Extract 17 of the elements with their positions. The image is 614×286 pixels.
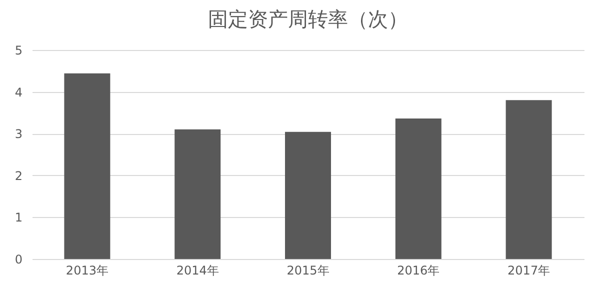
bar xyxy=(506,100,552,259)
bar xyxy=(395,118,442,259)
bar xyxy=(64,73,110,259)
bar xyxy=(174,129,221,259)
y-tick-label: 1 xyxy=(14,210,22,225)
x-tick-label: 2017年 xyxy=(508,264,550,278)
chart-title: 固定资产周转率（次） xyxy=(208,7,408,31)
x-tick-label: 2013年 xyxy=(66,264,108,278)
y-tick-label: 5 xyxy=(14,44,22,58)
y-tick-label: 4 xyxy=(14,85,22,100)
x-tick-label: 2015年 xyxy=(286,264,330,278)
y-tick-label: 2 xyxy=(14,168,22,183)
bar xyxy=(285,132,331,259)
y-tick-label: 3 xyxy=(14,127,22,142)
x-tick-label: 2016年 xyxy=(397,264,440,278)
y-tick-label: 0 xyxy=(14,252,22,266)
x-tick-label: 2014年 xyxy=(176,264,219,278)
